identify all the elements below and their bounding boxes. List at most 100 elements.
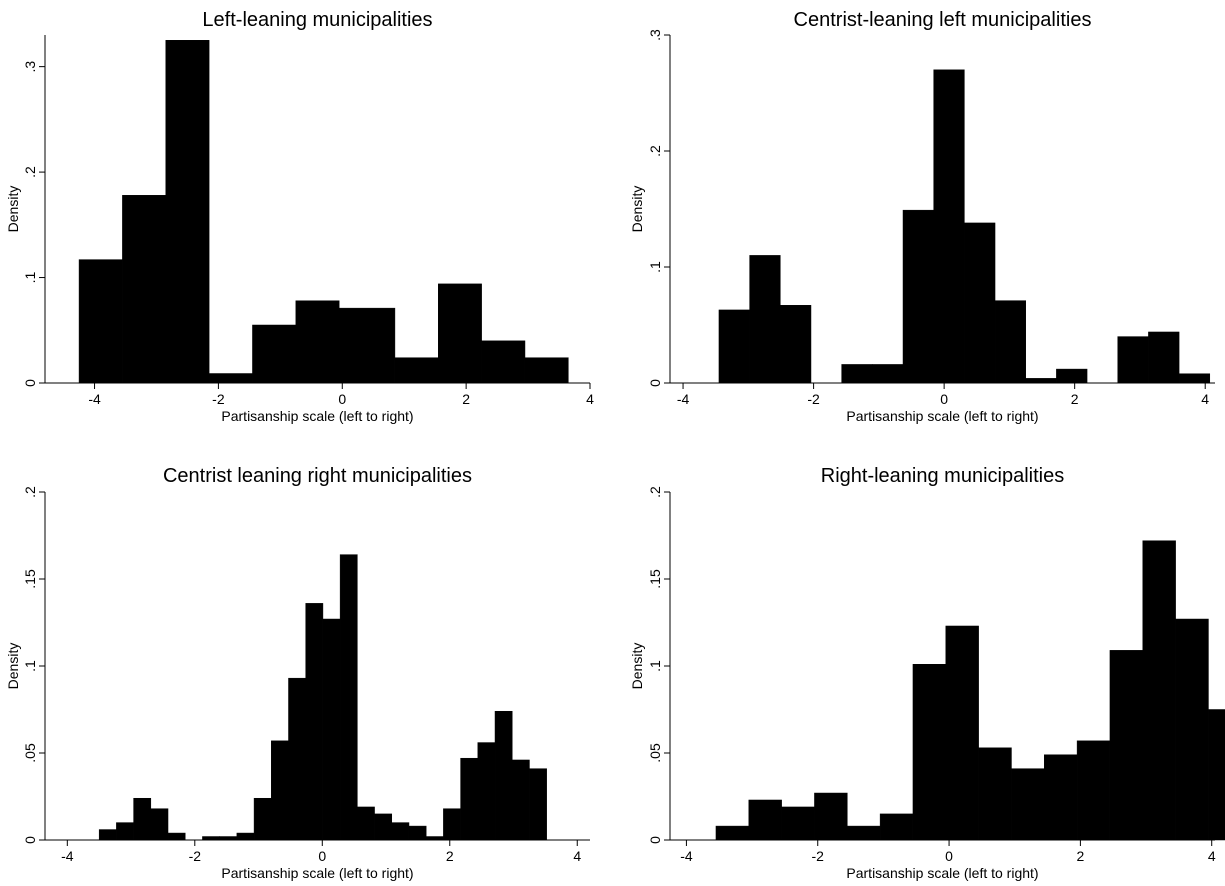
- y-tick-label: .1: [22, 271, 38, 283]
- histogram-bar: [98, 829, 117, 841]
- histogram-bar: [978, 747, 1012, 841]
- histogram-bar: [339, 554, 358, 841]
- histogram-bar: [749, 255, 781, 384]
- histogram-bar: [357, 806, 375, 841]
- x-tick-label: -2: [812, 848, 825, 864]
- histogram-bar: [715, 825, 750, 841]
- histogram-bar: [872, 364, 904, 384]
- y-tick-label: 0: [22, 836, 38, 844]
- histogram-bar: [994, 300, 1026, 384]
- chart-title: Centrist-leaning left municipalities: [794, 9, 1092, 31]
- histogram-bar: [133, 797, 152, 841]
- histogram-bar: [477, 742, 496, 841]
- histogram-bar: [116, 822, 134, 841]
- histogram-bar: [1011, 768, 1045, 841]
- histogram-bar: [391, 822, 410, 841]
- histogram-bar: [202, 836, 220, 841]
- y-axis-label: Density: [5, 186, 21, 233]
- y-axis-label: Density: [629, 186, 645, 233]
- x-axis-label: Partisanship scale (left to right): [846, 865, 1038, 881]
- histogram-bar: [394, 357, 439, 384]
- y-tick-label: .2: [22, 486, 38, 498]
- histogram-bar: [1076, 740, 1111, 841]
- y-tick-label: .1: [647, 660, 663, 672]
- histogram-bar: [511, 759, 530, 841]
- histogram-bar: [1044, 754, 1078, 841]
- histogram-bar: [338, 307, 396, 384]
- histogram-bar: [902, 209, 934, 384]
- y-tick-label: .1: [22, 660, 38, 672]
- x-tick-label: 0: [940, 391, 948, 407]
- histogram-panel-4: -4 -2 0 2 4 0 .05 .1 .15 .2 Right-leaning municipa…: [629, 465, 1225, 881]
- histogram-bar: [748, 799, 782, 841]
- x-tick-label: 2: [462, 391, 470, 407]
- histogram-bar: [208, 373, 253, 384]
- histogram-bar: [912, 664, 947, 841]
- x-tick-label: 4: [586, 391, 594, 407]
- histogram-bar: [236, 832, 255, 841]
- y-tick-label: .2: [22, 166, 38, 178]
- histogram-bar: [780, 305, 812, 384]
- histogram-bar: [438, 283, 482, 384]
- histogram-bar: [718, 309, 750, 384]
- histogram-bar: [814, 792, 848, 841]
- histogram-bar: [847, 825, 881, 841]
- histogram-bar: [529, 768, 547, 841]
- y-tick-label: .3: [647, 29, 663, 41]
- histogram-panel-2: -4 -2 0 2 4 0 .1 .2 .3 Centrist-leaning left muni…: [629, 9, 1215, 424]
- histogram-bar: [781, 806, 815, 841]
- histogram-bar: [1178, 373, 1211, 384]
- x-axis-label: Partisanship scale (left to right): [221, 408, 413, 424]
- x-tick-label: -2: [212, 391, 225, 407]
- x-tick-label: 2: [1076, 848, 1084, 864]
- y-tick-label: .2: [647, 486, 663, 498]
- y-tick-label: .05: [22, 743, 38, 763]
- chart-title: Centrist leaning right municipalities: [163, 465, 472, 487]
- histogram-bar: [165, 40, 210, 384]
- histogram-bar: [167, 832, 186, 841]
- x-tick-label: 2: [1071, 391, 1079, 407]
- histogram-bar: [322, 618, 341, 841]
- histogram-bar: [408, 825, 427, 841]
- x-tick-label: -2: [807, 391, 820, 407]
- y-tick-label: 0: [647, 836, 663, 844]
- histogram-bar: [945, 625, 979, 841]
- histogram-panel-1: -4 -2 0 2 4 0 .1 .2 .3 Left-leaning municipalitie…: [5, 9, 594, 424]
- histogram-bar: [481, 340, 526, 384]
- x-tick-label: 4: [573, 848, 581, 864]
- histogram-bar: [252, 324, 297, 384]
- chart-title: Left-leaning municipalities: [202, 9, 432, 31]
- histogram-bar: [443, 808, 461, 841]
- histogram-bar: [1148, 331, 1180, 384]
- y-tick-label: .1: [647, 261, 663, 273]
- y-axis-label: Density: [629, 643, 645, 690]
- histogram-bar: [1025, 378, 1057, 384]
- histogram-bar: [78, 259, 123, 384]
- x-tick-label: -2: [189, 848, 202, 864]
- x-axis-label: Partisanship scale (left to right): [846, 408, 1038, 424]
- histogram-bar: [374, 813, 393, 841]
- x-tick-label: -4: [61, 848, 74, 864]
- y-axis-label: Density: [5, 643, 21, 690]
- x-tick-label: 0: [338, 391, 346, 407]
- histogram-bar: [494, 710, 513, 841]
- histogram-bar: [122, 195, 167, 384]
- x-tick-label: -4: [680, 848, 693, 864]
- histogram-bar: [1175, 618, 1209, 841]
- y-tick-label: 0: [647, 379, 663, 387]
- y-tick-label: 0: [22, 379, 38, 387]
- chart-title: Right-leaning municipalities: [821, 465, 1064, 487]
- histogram-bar: [841, 364, 873, 384]
- histogram-bar: [150, 808, 169, 841]
- x-tick-label: 2: [446, 848, 454, 864]
- y-tick-label: .15: [22, 569, 38, 589]
- histogram-bar: [1117, 336, 1149, 384]
- y-tick-label: .05: [647, 743, 663, 763]
- histogram-bar: [1109, 650, 1144, 841]
- x-tick-label: -4: [677, 391, 690, 407]
- x-axis-label: Partisanship scale (left to right): [221, 865, 413, 881]
- histogram-bar: [460, 757, 479, 841]
- x-tick-label: 4: [1201, 391, 1209, 407]
- histogram-bar: [524, 357, 569, 384]
